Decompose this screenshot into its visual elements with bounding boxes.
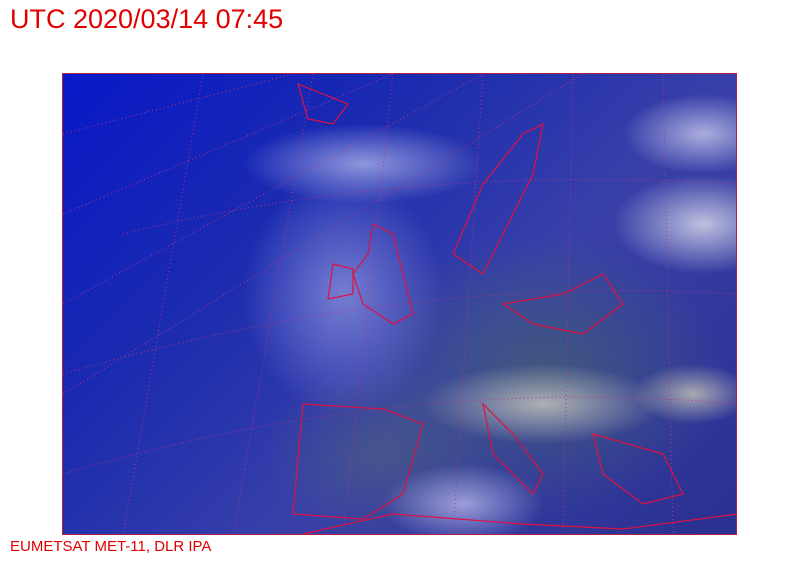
baltic-coast — [501, 273, 624, 335]
scandinavia — [452, 122, 544, 275]
iberia — [292, 403, 424, 520]
balkans — [592, 433, 684, 505]
satellite-image-map — [62, 73, 737, 535]
ireland — [327, 263, 354, 300]
image-credit: EUMETSAT MET-11, DLR IPA — [10, 538, 212, 555]
graticule-and-borders — [63, 74, 736, 534]
country-borders — [292, 82, 736, 534]
graticule — [63, 74, 736, 534]
iceland — [297, 82, 349, 125]
timestamp-title: UTC 2020/03/14 07:45 — [10, 4, 284, 34]
great-britain — [352, 223, 414, 325]
north-africa-coast — [302, 513, 736, 534]
italy — [482, 402, 544, 496]
